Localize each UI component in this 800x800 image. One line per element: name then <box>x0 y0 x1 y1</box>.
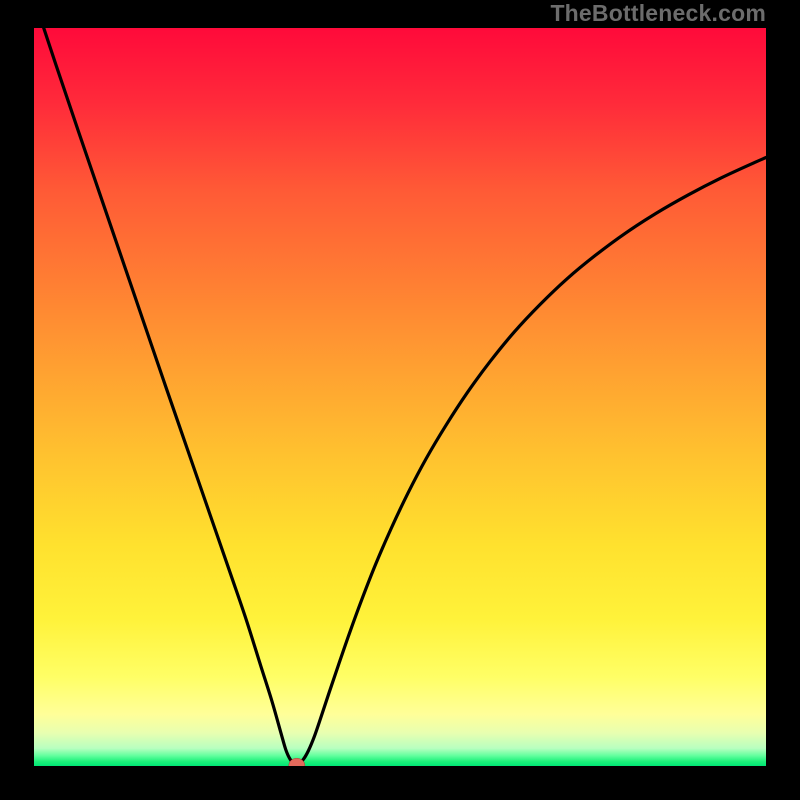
curve-svg <box>34 28 766 766</box>
watermark-text: TheBottleneck.com <box>550 0 766 27</box>
bottleneck-curve <box>34 28 766 764</box>
plot-area <box>34 28 766 766</box>
